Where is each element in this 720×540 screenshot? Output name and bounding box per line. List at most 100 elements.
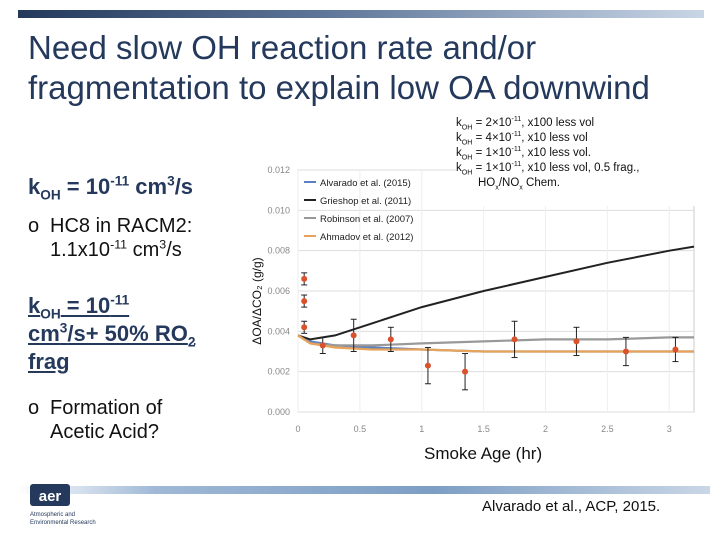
x-tick-label: 2	[543, 424, 548, 434]
observation-point	[301, 324, 308, 331]
k1-sup: -11	[110, 173, 130, 189]
y-tick-label: 0.012	[267, 165, 290, 175]
observation-point	[301, 275, 308, 282]
k1-k: k	[28, 174, 41, 199]
koh-legend-box: kOH = 2×10-11, x100 less vol kOH = 4×10-…	[456, 116, 700, 206]
k2-sup: -11	[110, 292, 130, 308]
b1-l2b: cm	[127, 239, 160, 261]
legend-label: Alvarado et al. (2015)	[320, 178, 411, 189]
slide-title: Need slow OH reaction rate and/or fragme…	[28, 28, 708, 108]
lg3-rest: = 1×10	[472, 147, 512, 159]
lg1-rest: = 2×10	[472, 117, 512, 129]
b1-l2c: /s	[166, 239, 182, 261]
bullet-marker: o	[28, 397, 40, 419]
oa-ratio-chart: 0.000 0.002 0.004 0.006 0.008 0.010 0.012 0 0.5 1…	[250, 165, 695, 434]
lg2-sup: -11	[511, 130, 522, 139]
koh-legend-line-2: kOH = 4×10-11, x10 less vol	[456, 131, 700, 146]
k2-l2b: /s+ 50% RO	[67, 321, 188, 346]
legend-label: Robinson et al. (2007)	[320, 214, 413, 225]
k2-sub: OH	[40, 306, 61, 322]
x-tick-label: 1	[419, 424, 424, 434]
k1-sub: OH	[40, 187, 61, 203]
lg3-sub: OH	[461, 153, 473, 162]
title-line-1: Need slow OH reaction rate and/or	[28, 29, 537, 66]
observation-point	[622, 348, 629, 355]
b1-l2a: 1.1x10	[50, 239, 111, 261]
logo-block	[30, 484, 70, 506]
logo-line-1: Atmospheric and	[30, 512, 75, 518]
observation-point	[387, 336, 394, 343]
x-tick-label: 0.5	[354, 424, 367, 434]
lg4-rest: = 1×10	[472, 162, 512, 174]
lg5-c: Chem.	[522, 177, 560, 189]
koh-legend-line-3: kOH = 1×10-11, x10 less vol.	[456, 146, 700, 161]
x-tick-label: 1.5	[477, 424, 490, 434]
lg4-sup: -11	[511, 160, 522, 169]
citation: Alvarado et al., ACP, 2015.	[482, 498, 661, 515]
lg5-b: /NO	[498, 177, 520, 189]
lg3-k: k	[456, 147, 462, 159]
logo-mark: aer	[39, 488, 62, 505]
b1-l2sup2: 3	[159, 237, 167, 252]
k1-end: /s	[174, 174, 194, 199]
x-tick-label: 2.5	[601, 424, 614, 434]
y-tick-label: 0.000	[267, 407, 290, 417]
lg2-rest: = 4×10	[472, 132, 512, 144]
y-tick-label: 0.006	[267, 286, 290, 296]
y-tick-label: 0.004	[267, 326, 290, 336]
lg1-sup: -11	[511, 115, 522, 124]
title-line-2: fragmentation to explain low OA downwind	[28, 69, 650, 106]
koh-frag-heading: kOH = 10-11 cm3/s+ 50% RO2 frag	[28, 292, 243, 376]
k2-line3: frag	[28, 349, 70, 374]
bullet-acetic: o Formation of Acetic Acid?	[28, 396, 162, 444]
k1-sup2: 3	[167, 173, 175, 189]
lg5-sub2: x	[519, 183, 523, 192]
lg4-k: k	[456, 162, 462, 174]
koh-legend-line-1: kOH = 2×10-11, x100 less vol	[456, 116, 700, 131]
koh-legend-line-5: HOx/NOx Chem.	[456, 176, 700, 191]
legend-label: Grieshop et al. (2011)	[320, 196, 411, 207]
observation-point	[301, 298, 308, 305]
koh-rate-heading: kOH = 10-11 cm3/s	[28, 173, 194, 203]
aer-logo: aer Atmospheric and Environmental Resear…	[30, 484, 96, 526]
observation-point	[350, 332, 357, 339]
k2-mid: = 10	[60, 293, 111, 318]
k1-mid: = 10	[60, 174, 111, 199]
observation-point	[672, 346, 679, 353]
lg1-k: k	[456, 117, 462, 129]
bullet-hc8: o HC8 in RACM2: 1.1x10-11 cm3/s	[28, 214, 192, 262]
lg1-tail: , x100 less vol	[521, 117, 595, 129]
bullet-acetic-line1: Formation of	[50, 397, 163, 419]
observation-point	[511, 336, 518, 343]
lg1-sub: OH	[461, 123, 473, 132]
bullet-hc8-line2: 1.1x10-11 cm3/s	[50, 238, 192, 262]
bullet-acetic-line2: Acetic Acid?	[50, 421, 159, 443]
x-axis-label: Smoke Age (hr)	[424, 444, 543, 463]
k2-l2sub: 2	[187, 334, 196, 350]
observation-point	[462, 368, 469, 375]
bullet-hc8-line1: HC8 in RACM2:	[50, 215, 193, 237]
legend-label: Ahmadov et al. (2012)	[320, 232, 413, 243]
bullet-marker: o	[28, 215, 40, 237]
y-tick-label: 0.002	[267, 367, 290, 377]
k2-l2sup: 3	[59, 320, 68, 336]
koh-legend-line-4: kOH = 1×10-11, x10 less vol, 0.5 frag.,	[456, 161, 700, 176]
bottom-accent-bar	[18, 486, 710, 494]
b1-l2sup: -11	[110, 237, 128, 252]
lg5-a: HO	[478, 177, 496, 189]
lg2-tail: , x10 less vol	[521, 132, 588, 144]
lg4-tail: , x10 less vol, 0.5 frag.,	[521, 162, 640, 174]
y-axis-label: ΔOA/ΔCO₂ (g/g)	[250, 257, 264, 344]
lg5-sub1: x	[495, 183, 499, 192]
lg4-sub: OH	[461, 168, 473, 177]
k1-mid2: cm	[129, 174, 168, 199]
lg3-tail: , x10 less vol.	[521, 147, 591, 159]
k2-k: k	[28, 293, 41, 318]
observation-point	[424, 362, 431, 369]
y-tick-label: 0.008	[267, 246, 290, 256]
x-tick-label: 3	[667, 424, 672, 434]
logo-line-2: Environmental Research	[30, 520, 96, 526]
lg3-sup: -11	[511, 145, 522, 154]
lg2-sub: OH	[461, 138, 473, 147]
x-tick-label: 0	[295, 424, 300, 434]
